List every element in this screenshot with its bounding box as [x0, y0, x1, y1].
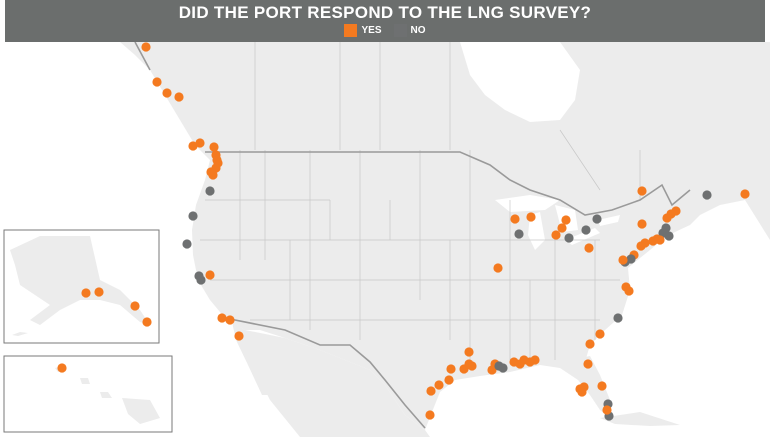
land-layer: [120, 42, 770, 437]
lake-superior: [495, 195, 560, 212]
lake-michigan: [528, 212, 545, 250]
port-marker-no: [613, 313, 623, 323]
legend-yes: YES: [344, 24, 382, 37]
port-marker-no: [581, 225, 591, 235]
port-marker-no: [702, 190, 712, 200]
port-marker-yes: [557, 223, 567, 233]
port-marker-yes: [209, 142, 219, 152]
port-marker-yes: [584, 243, 594, 253]
port-marker-no: [592, 214, 602, 224]
legend-no: NO: [393, 24, 426, 37]
port-marker-yes: [585, 339, 595, 349]
aleutian-islands: [12, 332, 28, 336]
port-marker-yes: [206, 167, 216, 177]
port-marker-yes: [188, 141, 198, 151]
port-marker-yes: [464, 347, 474, 357]
port-marker-yes: [595, 329, 605, 339]
ports-layer: [57, 42, 750, 421]
legend: YES NO: [5, 24, 765, 37]
legend-no-label: NO: [410, 25, 426, 36]
port-marker-yes: [142, 317, 152, 327]
port-marker-yes: [225, 315, 235, 325]
alaska-inset: [3, 229, 160, 344]
port-marker-yes: [551, 230, 561, 240]
hudson-bay: [460, 42, 580, 122]
port-marker-yes: [662, 213, 672, 223]
mainland-landmass: [120, 42, 770, 430]
port-marker-no: [564, 233, 574, 243]
port-marker-yes: [205, 270, 215, 280]
port-marker-yes: [467, 361, 477, 371]
port-marker-yes: [130, 301, 140, 311]
port-marker-yes: [740, 189, 750, 199]
port-marker-yes: [444, 375, 454, 385]
port-marker-yes: [195, 138, 205, 148]
port-marker-yes: [583, 359, 593, 369]
port-marker-yes: [493, 263, 503, 273]
lake-erie: [565, 228, 600, 245]
port-marker-yes: [526, 212, 536, 222]
legend-yes-swatch: [344, 24, 358, 37]
port-marker-yes: [637, 186, 647, 196]
port-marker-yes: [575, 384, 585, 394]
port-marker-yes: [81, 288, 91, 298]
port-marker-yes: [655, 235, 665, 245]
map-title: DID THE PORT RESPOND TO THE LNG SURVEY?: [178, 3, 592, 22]
mexico-landmass: [245, 330, 430, 437]
port-marker-no: [205, 186, 215, 196]
lake-ontario: [598, 215, 620, 226]
port-marker-no: [188, 211, 198, 221]
port-marker-yes: [141, 42, 151, 52]
port-marker-yes: [597, 381, 607, 391]
hawaii-islands: [55, 366, 160, 424]
port-marker-yes: [57, 363, 67, 373]
port-marker-yes: [561, 215, 571, 225]
hawaii-inset: [3, 355, 173, 433]
port-marker-yes: [602, 405, 612, 415]
port-marker-yes: [648, 236, 658, 246]
alaska-canada-border: [134, 42, 151, 71]
port-marker-yes: [618, 255, 628, 265]
cuba: [600, 412, 680, 426]
port-marker-yes: [174, 92, 184, 102]
us-mexico-border: [224, 317, 426, 429]
port-marker-yes: [636, 241, 646, 251]
port-marker-yes: [434, 380, 444, 390]
port-marker-no: [494, 361, 504, 371]
port-marker-yes: [530, 355, 540, 365]
alaska-landmass: [10, 236, 150, 325]
port-marker-no: [182, 239, 192, 249]
us-canada-border: [205, 151, 691, 216]
port-marker-yes: [162, 88, 172, 98]
country-borders: [134, 42, 691, 429]
north-america-map: [3, 42, 770, 437]
port-marker-no: [664, 231, 674, 241]
port-marker-yes: [510, 214, 520, 224]
port-marker-yes: [426, 386, 436, 396]
port-marker-no: [514, 229, 524, 239]
port-marker-yes: [212, 155, 222, 165]
port-marker-yes: [515, 359, 525, 369]
port-marker-yes: [637, 219, 647, 229]
port-marker-no: [196, 275, 206, 285]
baja-peninsula: [232, 322, 270, 395]
port-marker-yes: [152, 77, 162, 87]
port-marker-yes: [624, 286, 634, 296]
port-marker-yes: [217, 313, 227, 323]
legend-no-swatch: [393, 24, 407, 37]
port-marker-yes: [234, 331, 244, 341]
port-marker-yes: [425, 410, 435, 420]
port-marker-yes: [446, 364, 456, 374]
port-marker-yes: [94, 287, 104, 297]
title-bar: DID THE PORT RESPOND TO THE LNG SURVEY? …: [5, 0, 765, 42]
state-borders: [200, 42, 641, 360]
legend-yes-label: YES: [361, 25, 382, 36]
